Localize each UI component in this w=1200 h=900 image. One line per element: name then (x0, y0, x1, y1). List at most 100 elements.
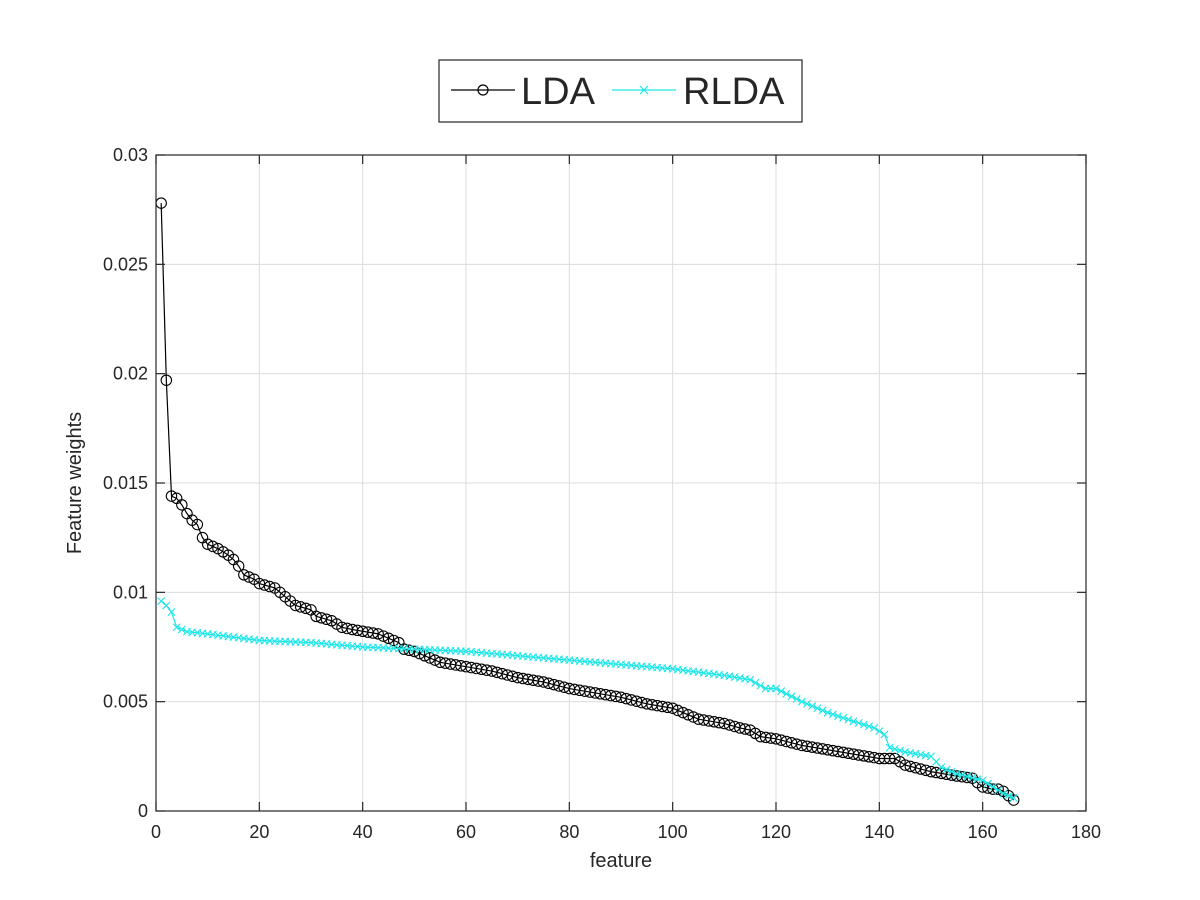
data-point-rlda (834, 712, 842, 721)
data-point-lda (310, 610, 322, 623)
data-point-lda (238, 569, 250, 581)
data-point-rlda (890, 745, 899, 754)
data-point-lda (372, 628, 384, 640)
data-point-lda (207, 540, 219, 553)
data-point-rlda (1009, 793, 1018, 802)
ticks: 0 20 40 60 80 100 120 140 160 180 0 0.005 0.01 0.015 0… (103, 145, 1101, 842)
data-point-lda (625, 694, 638, 706)
data-point-lda (486, 665, 498, 677)
data-point-rlda (1004, 791, 1013, 800)
data-point-rlda (849, 717, 858, 726)
x-axis-label: feature (590, 850, 652, 872)
grid (156, 155, 1086, 811)
series-line-rlda (160, 600, 1014, 799)
x-tick-label: 180 (1071, 822, 1101, 842)
legend-entry-lda: LDA (451, 71, 596, 113)
data-point-rlda (947, 767, 956, 776)
data-point-lda (176, 499, 188, 511)
legend-entry-rlda: RLDA (612, 71, 785, 113)
data-point-lda (320, 613, 333, 626)
data-point-lda (160, 374, 173, 386)
data-point-lda (232, 560, 245, 572)
data-point-lda (165, 490, 178, 502)
data-point-lda (548, 678, 560, 691)
legend-label-lda: LDA (521, 71, 596, 113)
x-tick-label: 100 (658, 822, 688, 842)
data-point-lda (387, 634, 400, 647)
data-point-rlda (746, 675, 755, 684)
legend-marker-rlda (639, 85, 649, 95)
data-point-rlda (989, 782, 997, 791)
data-point-rlda (942, 765, 951, 774)
data-point-lda (537, 676, 550, 688)
y-tick-label: 0.02 (113, 364, 148, 384)
data-point-lda (300, 602, 312, 615)
data-point-rlda (157, 597, 166, 606)
x-tick-label: 140 (864, 822, 894, 842)
data-point-lda (418, 649, 431, 662)
data-point-lda (780, 735, 793, 748)
series-line-lda (160, 203, 1015, 801)
data-point-rlda (994, 786, 1003, 795)
data-point-rlda (854, 718, 863, 727)
legend-marker-lda (477, 84, 489, 96)
data-point-rlda (787, 692, 796, 701)
data-point-rlda (818, 706, 827, 715)
data-point-lda (723, 719, 736, 731)
data-point-lda (294, 601, 307, 613)
data-point-lda (785, 737, 798, 749)
data-point-rlda (751, 678, 760, 687)
data-point-lda (491, 666, 503, 679)
data-point-lda (739, 723, 751, 735)
data-point-lda (666, 702, 679, 714)
data-point-lda (770, 733, 782, 745)
data-point-rlda (828, 710, 837, 719)
data-point-lda (682, 709, 694, 721)
data-point-lda (1007, 794, 1020, 806)
data-point-lda (429, 654, 441, 666)
data-point-rlda (963, 772, 972, 781)
data-point-lda (883, 752, 896, 765)
data-point-lda (382, 632, 395, 645)
legend-box (438, 59, 803, 123)
data-point-lda (501, 669, 514, 681)
data-point-lda (424, 652, 436, 664)
data-point-lda (542, 677, 555, 690)
data-point-lda (243, 571, 255, 583)
x-tick-label: 40 (353, 822, 373, 842)
data-point-rlda (177, 625, 186, 634)
data-point-rlda (870, 723, 879, 732)
data-point-rlda (952, 769, 961, 778)
data-point-lda (899, 759, 911, 771)
data-point-lda (914, 763, 927, 775)
y-tick-label: 0 (138, 801, 148, 821)
data-point-lda (201, 538, 214, 550)
x-tick-label: 160 (968, 822, 998, 842)
data-point-rlda (803, 699, 811, 708)
data-point-lda (677, 706, 689, 719)
data-point-lda (377, 630, 390, 642)
data-point-lda (367, 627, 379, 639)
y-tick-label: 0.005 (103, 692, 148, 712)
y-tick-label: 0.025 (103, 254, 148, 274)
data-point-lda (630, 695, 643, 707)
x-tick-label: 80 (559, 822, 579, 842)
data-point-rlda (999, 789, 1008, 798)
data-point-lda (258, 579, 271, 591)
data-point-lda (672, 704, 684, 717)
data-point-rlda (823, 708, 832, 717)
data-point-lda (909, 761, 922, 774)
data-point-lda (289, 599, 302, 612)
data-point-lda (408, 645, 421, 658)
data-point-rlda (756, 681, 765, 690)
series-layer (155, 197, 1020, 806)
data-point-rlda (808, 702, 817, 711)
data-point-lda (615, 691, 627, 704)
data-point-lda (253, 577, 266, 590)
x-tick-label: 120 (761, 822, 791, 842)
y-axis-label: Feature weights (64, 412, 86, 554)
data-point-rlda (813, 704, 822, 713)
data-point-rlda (880, 730, 889, 739)
data-point-rlda (777, 687, 786, 696)
